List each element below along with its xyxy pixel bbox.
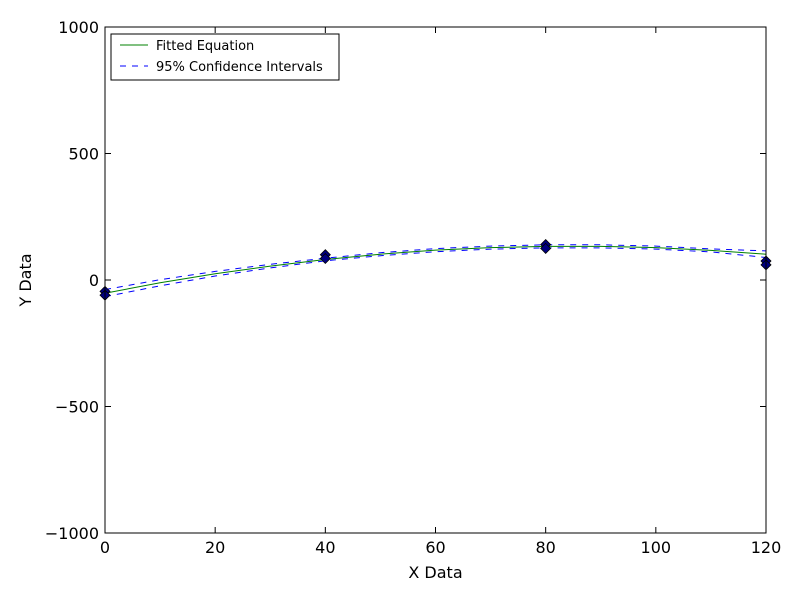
x-axis-label: X Data (408, 563, 462, 582)
x-tick-label: 100 (641, 538, 672, 557)
y-tick-label: 1000 (58, 18, 99, 37)
x-tick-label: 80 (535, 538, 555, 557)
fitted-equation-line (104, 245, 767, 294)
x-tick-label: 120 (751, 538, 782, 557)
confidence-lower-line (104, 247, 767, 298)
ticks: 0 20 40 60 80 100 120 −1000 −500 0 500 1000 (45, 18, 781, 557)
x-tick-label: 60 (425, 538, 445, 557)
y-tick-label: −500 (55, 398, 99, 417)
x-tick-label: 40 (315, 538, 335, 557)
y-axis-label: Y Data (16, 253, 35, 307)
legend-box (110, 33, 340, 81)
legend-label-fitted-equation: Fitted Equation (156, 39, 254, 54)
y-tick-label: 0 (89, 271, 99, 290)
x-tick-label: 0 (100, 538, 110, 557)
y-tick-label: −1000 (45, 524, 99, 543)
y-tick-label: 500 (68, 145, 99, 164)
x-tick-label: 20 (205, 538, 225, 557)
data-point (540, 242, 552, 254)
data-point (319, 252, 331, 265)
legend-label-confidence-intervals: 95% Confidence Intervals (156, 60, 323, 75)
legend: Fitted Equation 95% Confidence Intervals (110, 33, 340, 81)
confidence-upper-line (104, 244, 767, 291)
